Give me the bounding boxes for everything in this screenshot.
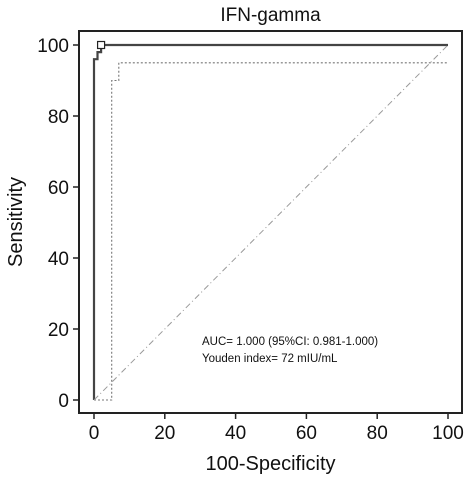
y-tick-label-60: 60	[48, 178, 69, 199]
x-tick-label-80: 80	[367, 423, 388, 444]
x-tick-label-20: 20	[154, 423, 175, 444]
youden-annotation: Youden index= 72 mIU/mL	[202, 353, 338, 365]
y-tick-label-0: 0	[58, 391, 69, 412]
y-tick-label-80: 80	[48, 107, 69, 128]
x-tick-label-40: 40	[225, 423, 246, 444]
chart-title: IFN-gamma	[220, 5, 321, 26]
plot-frame	[78, 30, 463, 414]
y-tick-label-40: 40	[48, 249, 69, 270]
annotation-group: AUC= 1.000 (95%CI: 0.981-1.000) Youden i…	[202, 336, 378, 365]
y-tick-label-100: 100	[37, 36, 69, 57]
x-axis-label: 100-Specificity	[205, 453, 335, 475]
y-axis-label: Sensitivity	[5, 177, 27, 267]
auc-annotation: AUC= 1.000 (95%CI: 0.981-1.000)	[202, 336, 378, 348]
y-tick-label-20: 20	[48, 320, 69, 341]
x-tick-label-0: 0	[89, 423, 100, 444]
x-tick-label-100: 100	[432, 423, 464, 444]
series-line-dash-dot	[93, 44, 449, 401]
x-tick-label-60: 60	[296, 423, 317, 444]
optimal-cutoff-marker	[96, 40, 106, 50]
series-line-dotted	[94, 62, 448, 401]
